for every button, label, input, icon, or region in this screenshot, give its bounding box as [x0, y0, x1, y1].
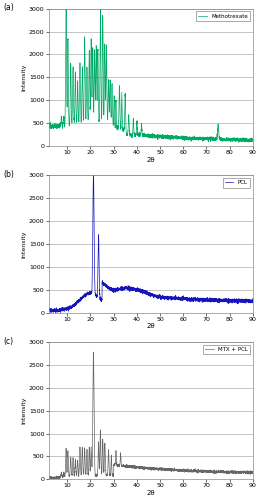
Text: (c): (c) — [4, 336, 14, 345]
Legend: Methotrexate: Methotrexate — [196, 12, 250, 21]
Legend: PCL: PCL — [223, 178, 250, 188]
Y-axis label: Intensity: Intensity — [21, 64, 26, 91]
Legend: MTX + PCL: MTX + PCL — [203, 345, 250, 354]
Y-axis label: Intensity: Intensity — [21, 230, 26, 258]
X-axis label: 2θ: 2θ — [146, 323, 155, 329]
Y-axis label: Intensity: Intensity — [21, 397, 26, 424]
X-axis label: 2θ: 2θ — [146, 156, 155, 162]
Text: (b): (b) — [4, 170, 15, 179]
Text: (a): (a) — [4, 3, 15, 12]
X-axis label: 2θ: 2θ — [146, 490, 155, 496]
